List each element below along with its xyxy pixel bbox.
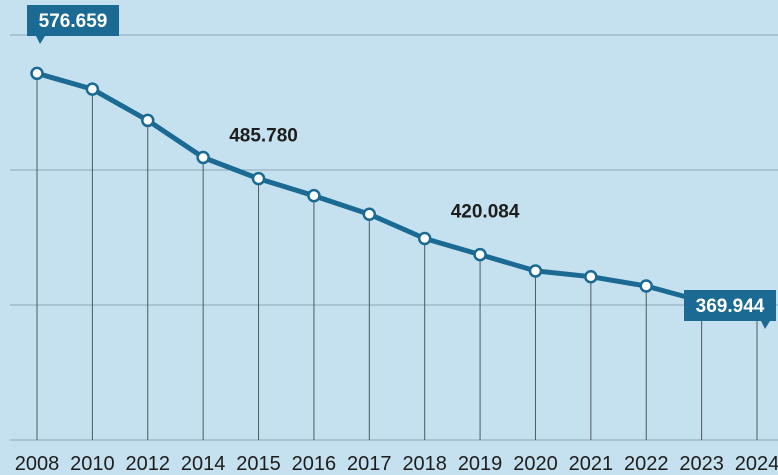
- value-label-box: [684, 290, 776, 321]
- x-tick-label-2021: 2021: [569, 453, 614, 475]
- value-labels: 576.659 485.780 420.084 369.944: [27, 5, 776, 329]
- data-point-2016: [307, 188, 321, 203]
- x-tick-label-2023: 2023: [679, 453, 724, 475]
- value-label-2024: 369.944: [684, 290, 776, 329]
- x-tick-labels: 2008 2010 2012 2014 2015 2016 2017 2018 2019 2020…: [15, 453, 778, 475]
- x-tick-label-2022: 2022: [624, 453, 669, 475]
- x-tick-label-2008: 2008: [15, 453, 60, 475]
- x-tick-label-2017: 2017: [347, 453, 392, 475]
- x-tick-label-2016: 2016: [292, 453, 337, 475]
- data-point-2017: [362, 207, 377, 221]
- data-point-2010: [85, 82, 100, 96]
- data-point-2008: [30, 66, 44, 81]
- data-point-2021: [584, 269, 598, 284]
- data-point-2014: [196, 150, 210, 165]
- x-tick-label-2012: 2012: [126, 453, 171, 475]
- data-points: [30, 66, 764, 320]
- data-point-2019: [473, 247, 487, 262]
- value-label-pointer: [36, 36, 45, 44]
- value-label-2019: 420.084: [451, 202, 520, 223]
- data-point-2015: [251, 171, 266, 186]
- grid-layer: [10, 34, 778, 441]
- x-tick-label-2015: 2015: [236, 453, 281, 475]
- x-tick-label-2019: 2019: [458, 453, 503, 475]
- x-tick-label-2010: 2010: [70, 453, 115, 475]
- value-label-2015: 485.780: [229, 126, 298, 147]
- x-tick-label-2018: 2018: [402, 453, 447, 475]
- drop-lines: [36, 73, 758, 440]
- data-point-2012: [141, 113, 155, 128]
- x-tick-label-2014: 2014: [181, 453, 226, 475]
- x-tick-label-2024: 2024: [735, 453, 778, 475]
- data-point-2018: [417, 231, 432, 246]
- x-tick-label-2020: 2020: [513, 453, 558, 475]
- value-label-pointer: [761, 321, 770, 329]
- data-point-2022: [639, 279, 653, 293]
- series-line-layer: [34, 70, 760, 316]
- value-label-text: 576.659: [39, 11, 108, 32]
- data-point-2020: [528, 264, 543, 278]
- series-line: [34, 70, 760, 316]
- value-label-box: [27, 5, 119, 36]
- value-label-2008: 576.659: [27, 5, 119, 44]
- value-label-text: 369.944: [696, 296, 765, 317]
